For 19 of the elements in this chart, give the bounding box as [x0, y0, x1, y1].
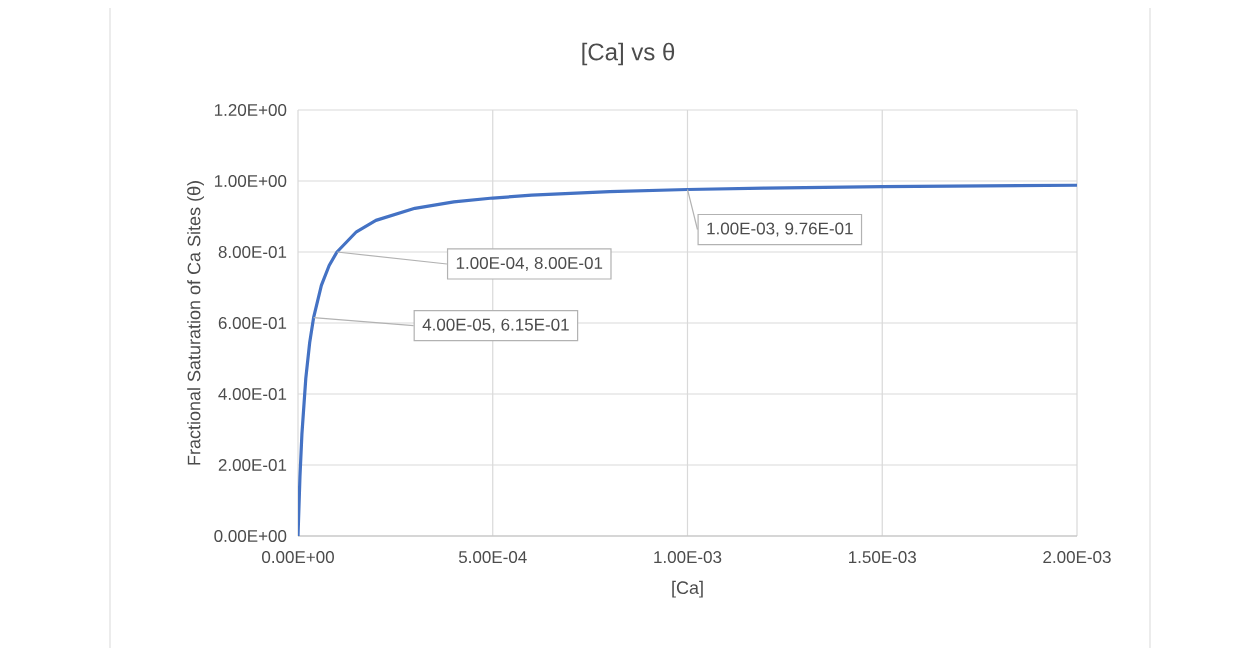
y-tick-label: 6.00E-01 — [218, 316, 287, 329]
y-tick-label: 8.00E-01 — [218, 245, 287, 258]
x-tick-label: 2.00E-03 — [1043, 551, 1111, 564]
line-series — [298, 183, 1077, 536]
x-tick-label: 1.00E-03 — [654, 551, 722, 564]
x-tick-label: 1.50E-03 — [849, 551, 916, 564]
x-tick-label: 5.00E-04 — [458, 551, 527, 564]
annotation: 1.00E-03, 9.76E-01 — [707, 222, 853, 237]
annotation: 1.00E-04, 8.00E-01 — [456, 256, 603, 271]
y-tick-label: 1.20E+00 — [214, 103, 287, 116]
x-axis-title: [Ca] — [672, 580, 703, 598]
y-tick-label: 2.00E-01 — [218, 458, 287, 471]
y-axis-title: Fractional Saturation of Ca Sites (θ) — [187, 181, 204, 465]
y-tick-label: 0.00E+00 — [214, 529, 287, 542]
y-tick-label: 1.00E+00 — [214, 174, 287, 187]
x-tick-label: 0.00E+00 — [262, 551, 334, 564]
annotation: 4.00E-05, 6.15E-01 — [422, 318, 569, 333]
chart-title: [Ca] vs θ — [582, 42, 675, 66]
y-tick-label: 4.00E-01 — [218, 387, 287, 400]
